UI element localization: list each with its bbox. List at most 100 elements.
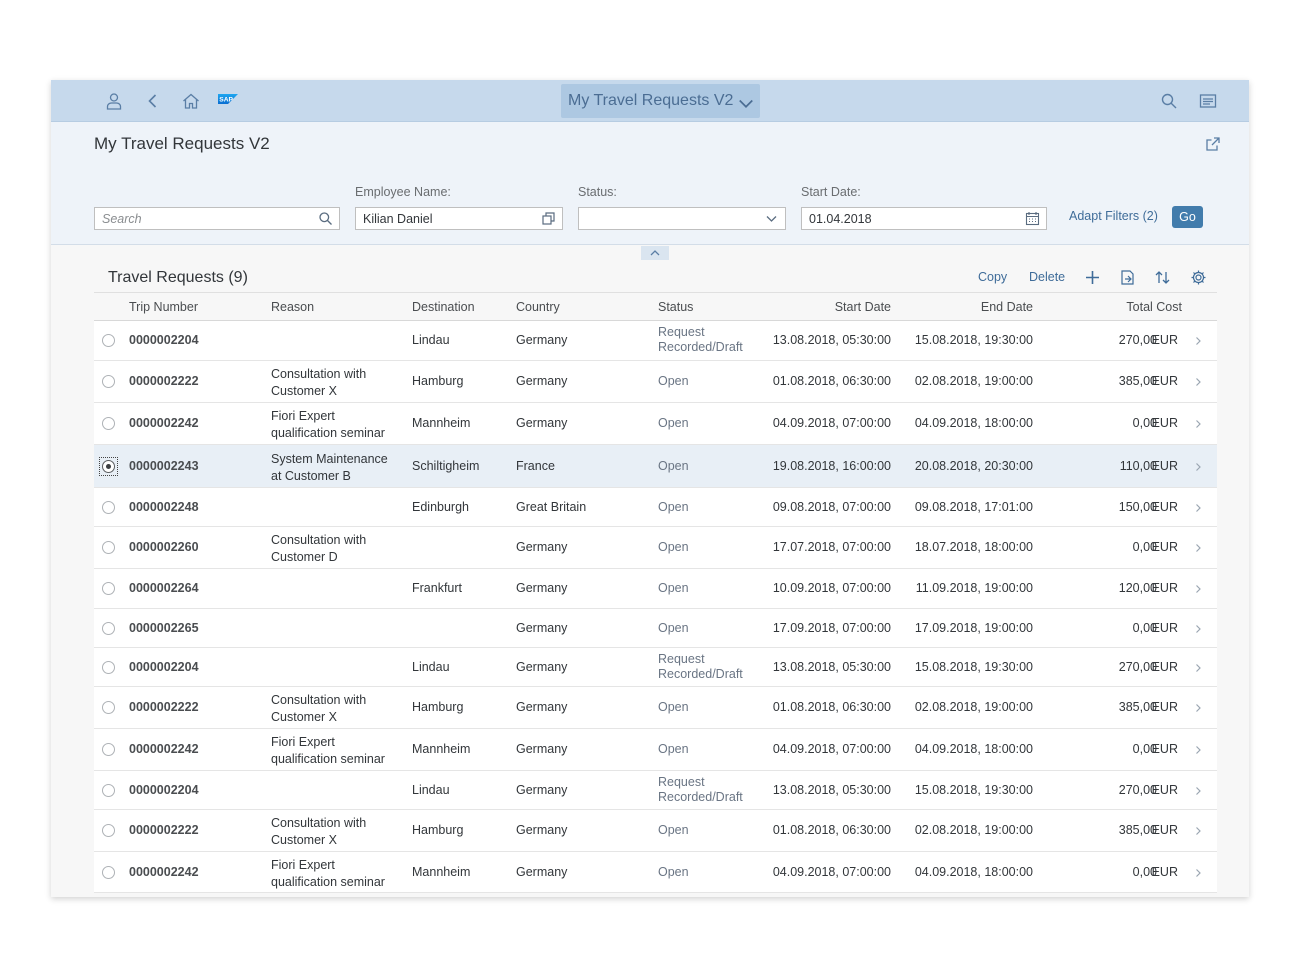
share-icon[interactable] [1204,135,1222,153]
row-select-radio[interactable] [102,824,115,837]
chevron-up-icon [650,250,660,256]
home-icon[interactable] [181,91,201,111]
status: Open [658,416,689,430]
end-date: 20.08.2018, 20:30:00 [914,459,1033,473]
sap-logo[interactable]: SAP [218,89,266,113]
value-help-icon[interactable] [541,211,556,226]
chevron-right-icon[interactable] [1193,462,1203,472]
settings-icon[interactable] [1190,269,1207,286]
app-title-menu[interactable]: My Travel Requests V2 [561,84,760,118]
chevron-right-icon[interactable] [1193,624,1203,634]
chevron-down-icon[interactable] [764,211,779,226]
go-button[interactable]: Go [1172,206,1203,228]
collapse-header-button[interactable] [641,246,669,260]
table-row[interactable]: 0000002204 Lindau Germany Request Recorded/D… [94,771,1217,810]
add-icon[interactable] [1084,269,1101,286]
chevron-right-icon[interactable] [1193,868,1203,878]
destination: Hamburg [412,374,464,388]
column-end-date[interactable]: End Date [980,300,1033,314]
country: Germany [516,660,568,674]
adapt-filters-link[interactable]: Adapt Filters (2) [1069,209,1158,223]
table-row[interactable]: 0000002242 Fiori Expert qualification semi… [94,852,1217,893]
table-row[interactable]: 0000002248 Edinburgh Great Britain Open 09.0… [94,488,1217,527]
row-select-radio[interactable] [102,784,115,797]
reason-line1: Fiori Expert [271,409,335,423]
chevron-right-icon[interactable] [1193,745,1203,755]
employee-name-field[interactable]: Kilian Daniel [355,207,563,230]
reason-line2: qualification seminar [271,875,385,889]
row-select-radio[interactable] [102,417,115,430]
chevron-right-icon[interactable] [1193,503,1203,513]
status-select[interactable] [578,207,786,230]
chevron-right-icon[interactable] [1193,663,1203,673]
search-icon[interactable] [1159,91,1179,111]
table-row[interactable]: 0000002222 Consultation with Customer X Ham… [94,810,1217,852]
chevron-right-icon[interactable] [1193,826,1203,836]
cost-currency: EUR [1151,540,1178,554]
row-select-radio[interactable] [102,622,115,635]
column-trip-number[interactable]: Trip Number [129,300,198,314]
column-reason[interactable]: Reason [271,300,315,314]
export-icon[interactable] [1119,269,1136,286]
destination: Frankfurt [412,581,463,595]
employee-name-label: Employee Name: [355,185,451,199]
row-select-radio[interactable] [102,743,115,756]
chevron-right-icon[interactable] [1193,377,1203,387]
column-status[interactable]: Status [658,300,694,314]
table-row[interactable]: 0000002222 Consultation with Customer X Ham… [94,687,1217,729]
start-date: 19.08.2018, 16:00:00 [772,459,891,473]
reason: System Maintenance at Customer B [271,451,388,485]
table-row[interactable]: 0000002243 System Maintenance at Customer … [94,445,1217,488]
chevron-right-icon[interactable] [1193,584,1203,594]
column-country[interactable]: Country [516,300,560,314]
row-select-radio[interactable] [102,375,115,388]
user-icon[interactable] [104,91,124,111]
trip-number: 0000002265 [129,621,199,635]
chevron-right-icon[interactable] [1193,543,1203,553]
sort-icon[interactable] [1154,269,1171,286]
row-select-radio[interactable] [102,661,115,674]
trip-number: 0000002222 [129,700,199,714]
row-select-radio[interactable] [102,501,115,514]
back-icon[interactable] [143,91,163,111]
chevron-right-icon[interactable] [1193,786,1203,796]
table-row[interactable]: 0000002260 Consultation with Customer D Ger… [94,527,1217,569]
copy-button[interactable]: Copy [978,270,1008,284]
row-select-radio[interactable] [102,582,115,595]
calendar-icon[interactable] [1025,211,1040,226]
search-input[interactable]: Search [94,207,340,230]
column-start-date[interactable]: Start Date [834,300,891,314]
destination: Schiltigheim [412,459,480,473]
trip-number: 0000002242 [129,865,199,879]
search-placeholder: Search [102,211,142,226]
row-select-radio[interactable] [102,701,115,714]
row-select-radio[interactable] [102,460,115,473]
table-row[interactable]: 0000002242 Fiori Expert qualification semi… [94,403,1217,445]
notifications-icon[interactable] [1198,91,1218,111]
table-row[interactable]: 0000002242 Fiori Expert qualification semi… [94,729,1217,771]
delete-button[interactable]: Delete [1029,270,1066,284]
row-select-radio[interactable] [102,866,115,879]
destination: Mannheim [412,416,471,430]
table-row[interactable]: 0000002222 Consultation with Customer X Ham… [94,361,1217,403]
cost-amount: 270,00 [1118,333,1157,347]
chevron-right-icon[interactable] [1193,703,1203,713]
column-total-cost[interactable]: Total Cost [1126,300,1182,314]
start-date-field[interactable]: 01.04.2018 [801,207,1047,230]
chevron-right-icon[interactable] [1193,419,1203,429]
table-row[interactable]: 0000002264 Frankfurt Germany Open 10.09.2018… [94,569,1217,609]
table-row[interactable]: 0000002265 Germany Open 17.09.2018, 07:00:0… [94,609,1217,648]
reason: Consultation with Customer X [271,815,366,849]
cost-amount: 0,00 [1132,865,1157,879]
country: Germany [516,581,568,595]
table-row[interactable]: 0000002204 Lindau Germany Request Recorded/D… [94,648,1217,687]
row-select-radio[interactable] [102,541,115,554]
end-date: 02.08.2018, 19:00:00 [914,823,1033,837]
search-icon[interactable] [318,211,333,226]
row-select-radio[interactable] [102,334,115,347]
column-destination[interactable]: Destination [412,300,475,314]
chevron-right-icon[interactable] [1193,336,1203,346]
table-row[interactable]: 0000002204 Lindau Germany Request Recorded/D… [94,321,1217,361]
start-date: 04.09.2018, 07:00:00 [772,416,891,430]
cost-amount: 385,00 [1118,700,1157,714]
